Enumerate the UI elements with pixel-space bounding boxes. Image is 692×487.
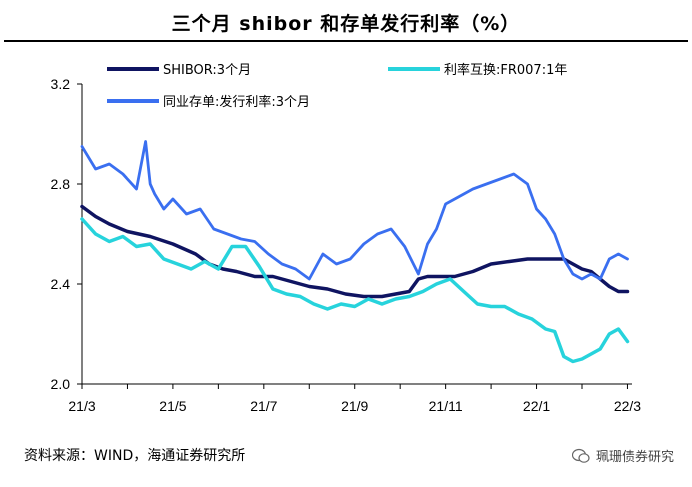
chart-title: 三个月 shibor 和存单发行利率（%） [171,12,521,35]
series-line-ncd [80,140,629,281]
wechat-icon [571,448,590,463]
legend-label-shibor: SHIBOR:3个月 [163,63,251,78]
x-tick-label: 21/9 [341,398,368,414]
legend-label-fr007: 利率互换:FR007:1年 [444,62,567,78]
y-tick-label: 2.0 [51,376,71,392]
x-tick-label: 22/1 [523,398,550,414]
x-tick-label: 21/11 [429,398,463,414]
y-tick-label: 2.4 [51,276,71,292]
series-line-fr007 [80,217,630,364]
watermark: 珮珊债券研究 [571,446,674,465]
source-note: 资料来源：WIND，海通证券研究所 [24,448,246,464]
x-tick-label: 21/3 [68,398,95,414]
watermark-text: 珮珊债券研究 [595,450,674,465]
y-tick-label: 2.8 [51,176,71,192]
chart-title-bar: 三个月 shibor 和存单发行利率（%） [4,4,688,42]
x-tick-label: 21/7 [250,398,277,414]
series-line-shibor [80,204,630,299]
x-tick-label: 21/5 [159,398,186,414]
y-tick-label: 3.2 [51,76,71,92]
legend-label-ncd: 同业存单:发行利率:3个月 [163,94,310,110]
x-tick-label: 22/3 [614,398,641,414]
